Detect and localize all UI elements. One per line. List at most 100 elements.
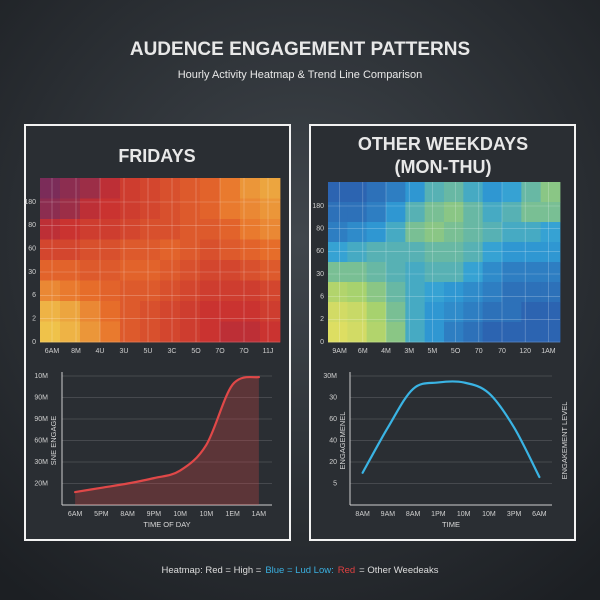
heat-cell [160, 198, 181, 220]
heat-cell [200, 239, 221, 261]
heat-cell [40, 280, 61, 302]
heat-cell [540, 322, 561, 343]
heat-cell [386, 202, 406, 223]
subtitle: Hourly Activity Heatmap & Trend Line Com… [178, 69, 423, 81]
heat-cell [521, 202, 542, 223]
heat-cell [463, 262, 484, 283]
panel-heading: FRIDAYS [118, 146, 195, 166]
heat-cell [444, 282, 464, 303]
heat-cell [120, 321, 141, 343]
x-tick-label: 70 [498, 348, 506, 355]
heat-cell [160, 301, 181, 322]
x-tick-label: 9AM [381, 511, 396, 518]
heat-cell [120, 239, 141, 261]
heat-cell [521, 262, 542, 283]
y-tick-label: 30M [323, 373, 337, 380]
heat-cell [347, 242, 368, 263]
y-tick-label: 80 [28, 222, 36, 229]
heat-cell [220, 260, 241, 281]
heat-cell [160, 219, 181, 240]
heat-cell [60, 239, 81, 261]
x-tick-label: 6M [358, 348, 368, 355]
x-tick-label: 5O [451, 348, 461, 355]
y-tick-label: 30 [28, 269, 36, 276]
heat-cell [60, 178, 81, 199]
heat-cell [120, 260, 141, 281]
heat-cell [100, 178, 121, 199]
x-tick-label: 8AM [406, 511, 421, 518]
x-tick-label: 1AM [252, 511, 267, 518]
heat-cell [347, 322, 368, 343]
x-tick-label: 3M [404, 348, 414, 355]
heat-cell [140, 301, 161, 322]
heat-cell [80, 219, 101, 240]
heat-cell [160, 178, 181, 199]
y-tick-label: 6 [320, 294, 324, 301]
x-tick-label: 1AM [541, 348, 556, 355]
heat-cell [444, 202, 464, 223]
heat-cell [405, 322, 426, 343]
heat-cell [366, 202, 387, 223]
heat-cell [424, 262, 445, 283]
heat-cell [100, 239, 121, 261]
heat-cell [180, 178, 201, 199]
heat-cell [444, 302, 464, 323]
heat-cell [482, 322, 503, 343]
line [74, 375, 260, 494]
heat-cell [502, 202, 522, 223]
heat-cell [424, 182, 445, 203]
heat-cell [60, 321, 81, 343]
heat-cell [240, 321, 261, 343]
y-tick-label: 6 [32, 292, 36, 299]
heat-cell [240, 280, 261, 302]
heat-cell [60, 301, 81, 322]
heat-cell [60, 280, 81, 302]
heat-cell [160, 260, 181, 281]
x-tick-label: 7O [239, 348, 249, 355]
title: AUDENCE ENGAGEMENT PATTERNS [130, 39, 470, 60]
heat-cell [540, 242, 561, 263]
heat-cell [366, 182, 387, 203]
x-tick-label: 11J [263, 348, 274, 355]
heat-cell [502, 182, 522, 203]
x-tick-label: 9PM [147, 511, 162, 518]
heat-cell [540, 222, 561, 243]
heat-cell [140, 239, 161, 261]
y-tick-label: 0 [32, 339, 36, 346]
heat-cell [180, 301, 201, 322]
heat-cell [347, 302, 368, 323]
x-tick-label: 1PM [431, 511, 446, 518]
y-axis-label: SNE ENGAGE [49, 416, 58, 466]
heat-cell [220, 301, 241, 322]
heat-cell [60, 260, 81, 281]
heat-cell [482, 182, 503, 203]
heat-cell [521, 242, 542, 263]
heat-cell [328, 322, 348, 343]
heat-cell [40, 178, 61, 199]
y-tick-label: 40 [329, 437, 337, 444]
heat-cell [540, 302, 561, 323]
heat-cell [60, 219, 81, 240]
heat-cell [140, 219, 161, 240]
x-tick-label: 3U [120, 348, 129, 355]
footer-part: Blue = Lud Low: [265, 565, 333, 576]
heat-cell [347, 222, 368, 243]
heat-cell [328, 282, 348, 303]
heat-cell [444, 262, 464, 283]
heat-cell [240, 178, 261, 199]
x-tick-label: 70 [475, 348, 483, 355]
y-tick-label: 60 [316, 248, 324, 255]
heat-cell [502, 222, 522, 243]
y-tick-label: 60 [28, 246, 36, 253]
heat-cell [160, 239, 181, 261]
heat-cell [200, 219, 221, 240]
heat-cell [521, 322, 542, 343]
x-tick-label: 8AM [355, 511, 370, 518]
heat-cell [463, 222, 484, 243]
panel-heading: (MON-THU) [395, 157, 492, 177]
heat-cell [540, 282, 561, 303]
heat-cell [80, 239, 101, 261]
heat-cell [80, 178, 101, 199]
heat-cell [444, 322, 464, 343]
x-tick-label: 8AM [120, 511, 135, 518]
